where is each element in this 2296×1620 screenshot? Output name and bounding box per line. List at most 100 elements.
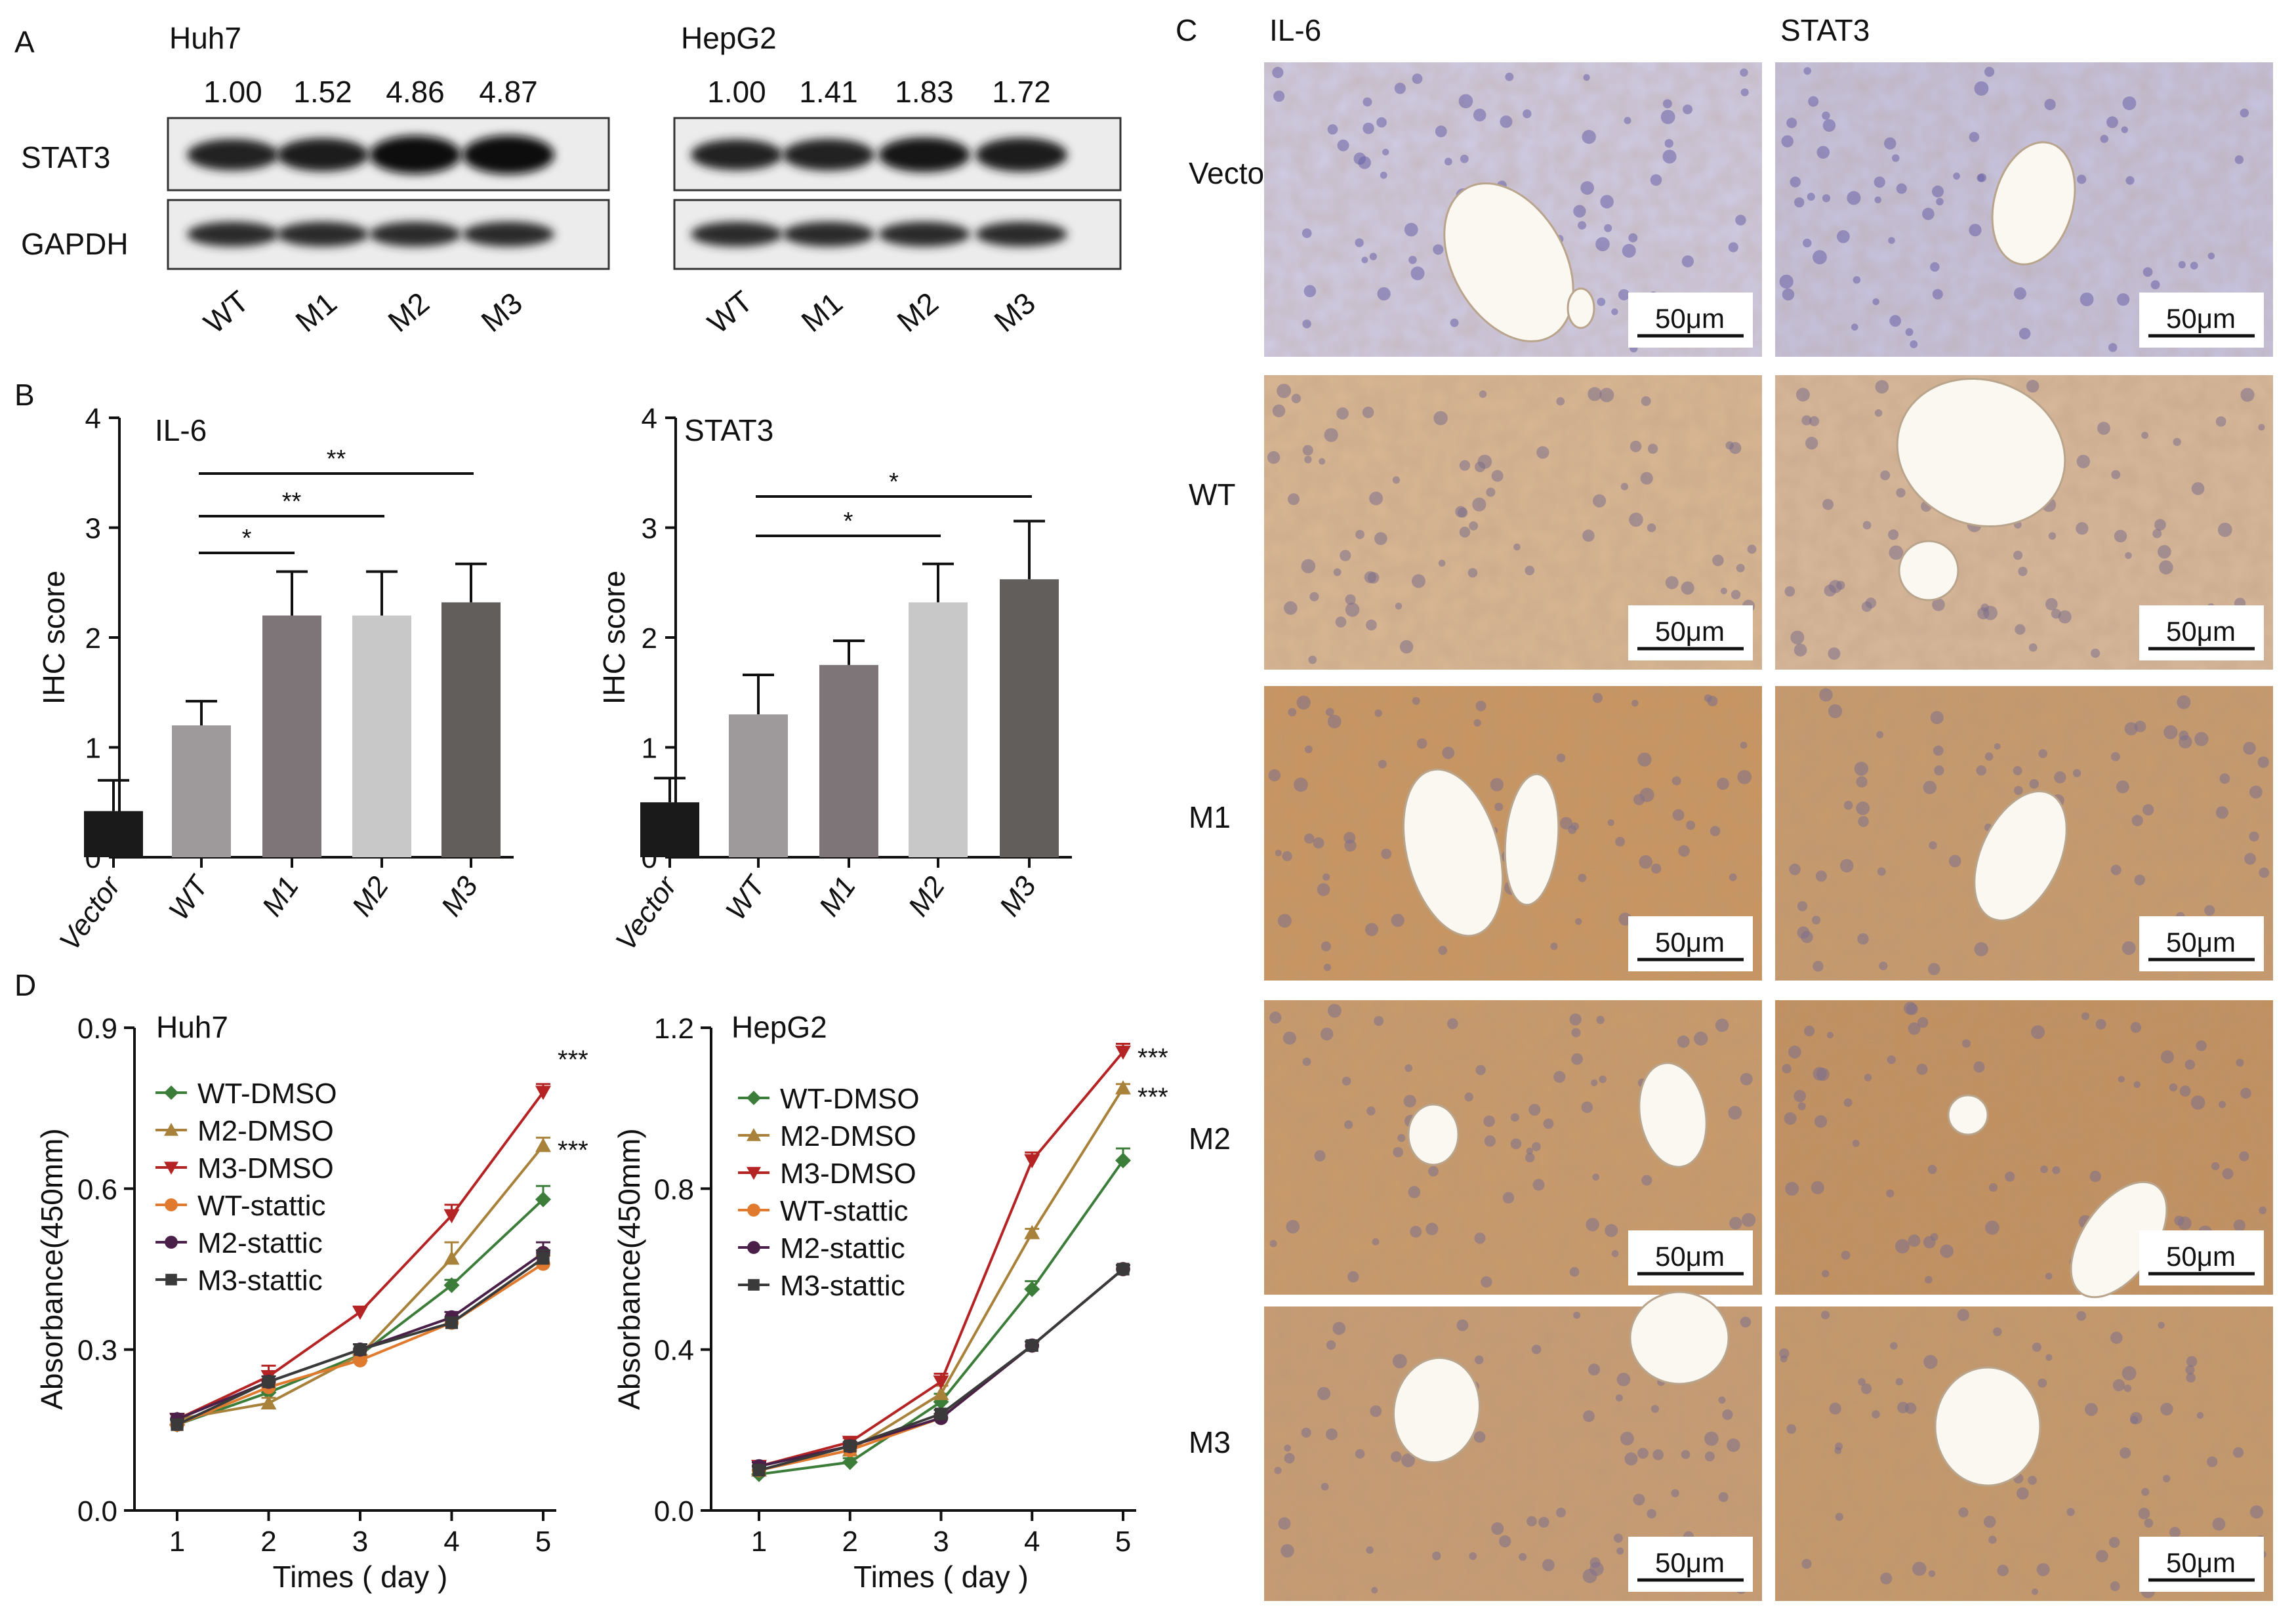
cell-nucleus bbox=[1309, 592, 1319, 601]
cell-nucleus bbox=[2244, 853, 2257, 865]
cell-nucleus bbox=[1887, 1055, 1896, 1064]
x-tick-label: 3 bbox=[352, 1526, 368, 1558]
cell-nucleus bbox=[1957, 1308, 1969, 1322]
cell-nucleus bbox=[1611, 308, 1618, 315]
series-marker bbox=[747, 1091, 761, 1105]
cell-nucleus bbox=[2186, 1356, 2198, 1367]
stat3-band bbox=[975, 138, 1067, 172]
cell-nucleus bbox=[1578, 874, 1587, 882]
cell-nucleus bbox=[1813, 961, 1824, 972]
cell-nucleus bbox=[1611, 1250, 1619, 1257]
cell-nucleus bbox=[1573, 1311, 1581, 1319]
cell-nucleus bbox=[2013, 287, 2026, 300]
cell-nucleus bbox=[1393, 1146, 1404, 1158]
cell-nucleus bbox=[1780, 1355, 1788, 1363]
cell-nucleus bbox=[1615, 836, 1625, 847]
cell-nucleus bbox=[1977, 174, 1985, 182]
blot-ratio-label: 4.87 bbox=[479, 75, 538, 109]
legend-label: M3-DMSO bbox=[780, 1158, 916, 1190]
cell-nucleus bbox=[1884, 137, 1896, 150]
x-tick-label: WT bbox=[163, 869, 216, 926]
x-tick-label: 5 bbox=[1115, 1526, 1131, 1558]
cell-nucleus bbox=[1740, 1072, 1753, 1085]
cell-nucleus bbox=[1637, 1448, 1649, 1459]
cell-nucleus bbox=[1408, 1186, 1421, 1198]
cell-nucleus bbox=[1828, 580, 1842, 594]
panel-letter-b: B bbox=[14, 378, 35, 412]
cell-nucleus bbox=[1820, 1310, 1830, 1320]
cell-nucleus bbox=[1569, 1266, 1580, 1277]
cell-nucleus bbox=[1681, 255, 1694, 268]
cell-nucleus bbox=[1411, 574, 1425, 588]
cell-nucleus bbox=[2211, 1162, 2220, 1171]
stat3-band bbox=[691, 139, 783, 171]
y-tick-label: 1 bbox=[642, 733, 657, 765]
cell-nucleus bbox=[1583, 73, 1590, 81]
cell-nucleus bbox=[2163, 1474, 2171, 1482]
cell-nucleus bbox=[2191, 482, 2205, 495]
series-marker bbox=[535, 1085, 551, 1101]
cell-nucleus bbox=[2163, 725, 2178, 740]
cell-nucleus bbox=[1604, 224, 1612, 232]
cell-nucleus bbox=[1896, 488, 1906, 498]
cell-nucleus bbox=[1371, 1587, 1378, 1594]
x-tick-label: M2 bbox=[902, 871, 951, 922]
cell-nucleus bbox=[1326, 1428, 1338, 1440]
line-chart-title: Huh7 bbox=[156, 1010, 228, 1044]
cell-nucleus bbox=[2045, 1272, 2053, 1280]
series-marker bbox=[164, 1123, 178, 1136]
series-marker bbox=[535, 1191, 551, 1207]
cell-nucleus bbox=[1912, 1562, 1927, 1576]
cell-nucleus bbox=[1302, 319, 1311, 329]
cell-nucleus bbox=[1588, 1364, 1601, 1376]
ihc-row-label: M3 bbox=[1189, 1425, 1231, 1459]
gapdh-row-label: GAPDH bbox=[21, 227, 129, 261]
cell-nucleus bbox=[1435, 125, 1447, 138]
cell-nucleus bbox=[1376, 117, 1387, 128]
cell-nucleus bbox=[1304, 745, 1313, 754]
cell-nucleus bbox=[1717, 777, 1729, 790]
cell-nucleus bbox=[1287, 493, 1300, 506]
cell-nucleus bbox=[1355, 238, 1364, 247]
cell-nucleus bbox=[1910, 340, 1918, 348]
cell-nucleus bbox=[2130, 1022, 2142, 1033]
cell-nucleus bbox=[2032, 1343, 2041, 1352]
cell-nucleus bbox=[1333, 568, 1342, 577]
cell-nucleus bbox=[1928, 1570, 1936, 1577]
scale-bar-label: 50μm bbox=[1655, 1241, 1725, 1272]
cell-nucleus bbox=[1444, 157, 1452, 166]
cell-nucleus bbox=[2048, 532, 2057, 540]
blood-vessel bbox=[1991, 141, 2076, 266]
cell-nucleus bbox=[2142, 267, 2153, 277]
ihc-column-header: STAT3 bbox=[1780, 13, 1870, 47]
series-marker bbox=[842, 1454, 858, 1470]
significance-label: ** bbox=[327, 445, 346, 473]
cell-nucleus bbox=[1353, 152, 1366, 165]
cell-nucleus bbox=[1896, 183, 1907, 194]
series-marker bbox=[165, 1274, 177, 1286]
cell-nucleus bbox=[2116, 780, 2129, 794]
cell-nucleus bbox=[1408, 256, 1417, 264]
cell-nucleus bbox=[1344, 840, 1357, 852]
blood-vessel bbox=[1402, 768, 1504, 937]
cell-nucleus bbox=[1450, 318, 1459, 327]
cell-nucleus bbox=[1336, 407, 1349, 420]
cell-nucleus bbox=[1785, 1181, 1799, 1196]
series-marker bbox=[748, 1279, 760, 1291]
bar bbox=[1000, 579, 1059, 857]
x-tick-label: 2 bbox=[842, 1526, 858, 1558]
scale-bar-background bbox=[2139, 916, 2264, 971]
stat3-band bbox=[462, 135, 554, 174]
cell-nucleus bbox=[1458, 507, 1468, 518]
cell-nucleus bbox=[2016, 1487, 2029, 1500]
cell-nucleus bbox=[1556, 753, 1566, 763]
cell-nucleus bbox=[1895, 1378, 1904, 1386]
cell-nucleus bbox=[1973, 1061, 1985, 1073]
legend-label: M2-stattic bbox=[780, 1232, 905, 1265]
cell-nucleus bbox=[1525, 1152, 1535, 1163]
cell-nucleus bbox=[2215, 416, 2226, 427]
cell-nucleus bbox=[1678, 845, 1690, 857]
cell-nucleus bbox=[1660, 110, 1675, 125]
cell-nucleus bbox=[2097, 422, 2110, 435]
cell-nucleus bbox=[2249, 785, 2263, 799]
